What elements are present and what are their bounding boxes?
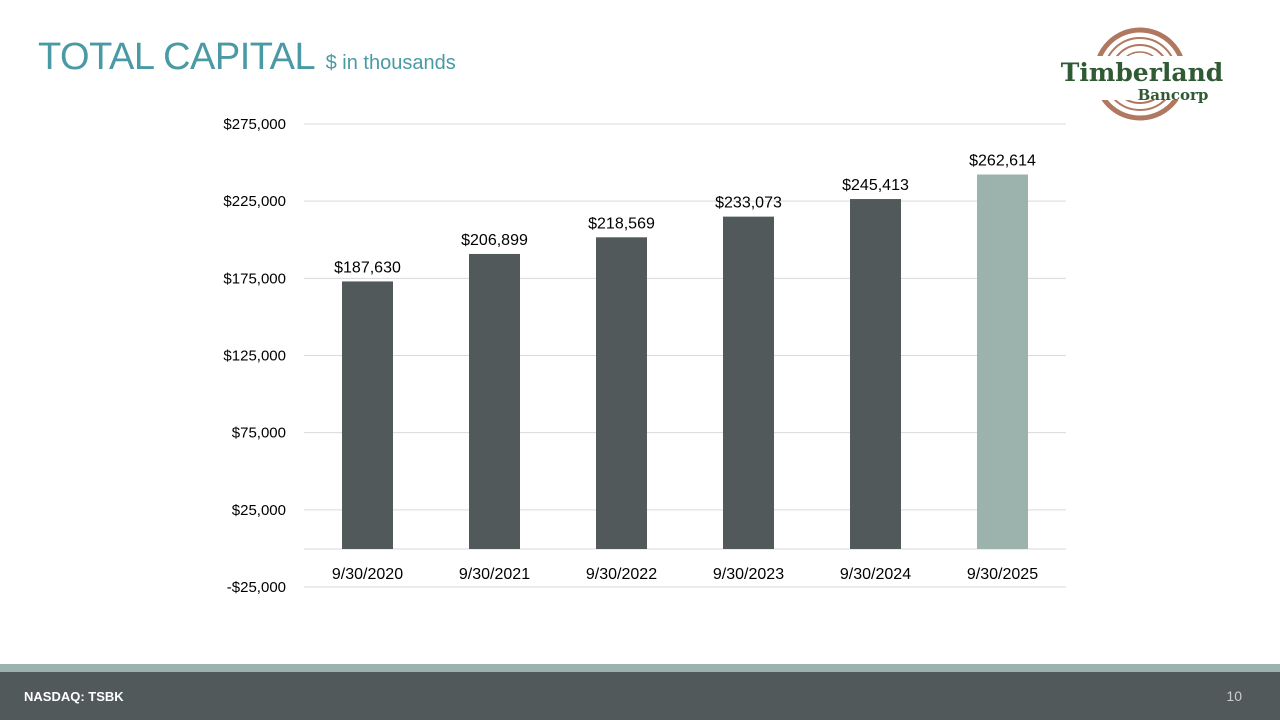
y-tick-label: $225,000 xyxy=(223,193,286,210)
bar-9-30-2020 xyxy=(342,281,393,549)
data-label: $206,899 xyxy=(461,232,528,249)
title-main: TOTAL CAPITAL xyxy=(38,36,316,78)
y-tick-label: $75,000 xyxy=(232,425,286,442)
y-tick-label: $275,000 xyxy=(223,116,286,133)
bar-9-30-2021 xyxy=(469,253,520,550)
data-label: $233,073 xyxy=(715,195,782,212)
bar-9-30-2022 xyxy=(596,237,647,549)
x-tick-label: 9/30/2021 xyxy=(459,566,530,583)
chart-y-axis: -$25,000 $25,000 $75,000 $125,000 $175,000 $2… xyxy=(223,116,286,596)
y-tick-label: -$25,000 xyxy=(227,579,286,596)
data-label: $187,630 xyxy=(334,259,401,276)
footer-accent-band xyxy=(0,664,1280,672)
footer-bar: NASDAQ: TSBK 10 xyxy=(0,672,1280,720)
logo-name: Timberland xyxy=(1061,58,1223,87)
title-subtitle: $ in thousands xyxy=(325,52,456,74)
logo-sub: Bancorp xyxy=(1138,86,1209,104)
data-label: $218,569 xyxy=(588,215,655,232)
footer-ticker: NASDAQ: TSBK xyxy=(24,689,124,704)
y-tick-label: $175,000 xyxy=(223,270,286,287)
chart-data-labels: $187,630 $206,899 $218,569 $233,073 $245,413… xyxy=(334,153,1036,277)
chart-x-axis: 9/30/2020 9/30/2021 9/30/2022 9/30/2023 9/30… xyxy=(332,566,1038,583)
x-tick-label: 9/30/2022 xyxy=(586,566,657,583)
chart-bars xyxy=(342,174,1028,550)
bar-9-30-2025 xyxy=(977,174,1028,549)
chart-gridlines xyxy=(304,123,1066,588)
data-label: $245,413 xyxy=(842,177,909,194)
x-tick-label: 9/30/2024 xyxy=(840,566,911,583)
timberland-bancorp-logo: Timberland Bancorp xyxy=(1055,26,1230,126)
x-tick-label: 9/30/2025 xyxy=(967,566,1038,583)
total-capital-chart: -$25,000 $25,000 $75,000 $125,000 $175,000 $2… xyxy=(223,116,1066,596)
x-tick-label: 9/30/2023 xyxy=(713,566,784,583)
data-label: $262,614 xyxy=(969,153,1036,170)
page-title: TOTAL CAPITAL $ in thousands xyxy=(38,36,456,79)
x-tick-label: 9/30/2020 xyxy=(332,566,403,583)
bar-9-30-2023 xyxy=(723,216,774,549)
y-tick-label: $25,000 xyxy=(232,502,286,519)
bar-9-30-2024 xyxy=(850,199,901,549)
logo-graphic: Timberland Bancorp xyxy=(1057,27,1227,121)
page-number: 10 xyxy=(1226,688,1242,704)
y-tick-label: $125,000 xyxy=(223,348,286,365)
